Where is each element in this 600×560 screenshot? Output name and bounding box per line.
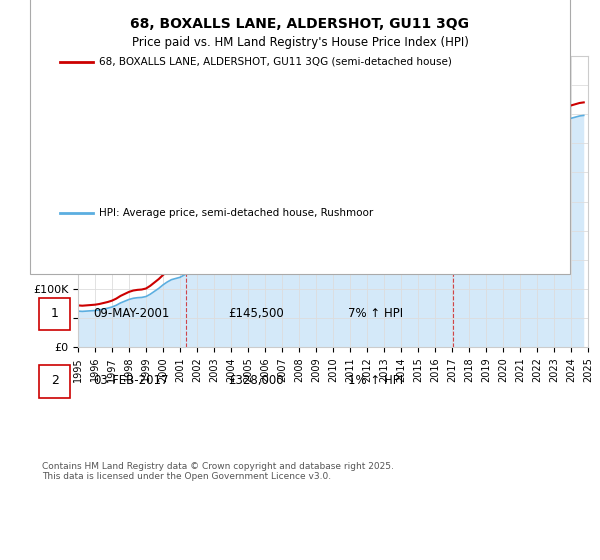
Text: 09-MAY-2001: 09-MAY-2001: [93, 307, 169, 320]
Text: 68, BOXALLS LANE, ALDERSHOT, GU11 3QG: 68, BOXALLS LANE, ALDERSHOT, GU11 3QG: [131, 17, 470, 31]
Text: HPI: Average price, semi-detached house, Rushmoor: HPI: Average price, semi-detached house,…: [99, 208, 373, 218]
Text: 7% ↑ HPI: 7% ↑ HPI: [348, 307, 403, 320]
Text: £328,000: £328,000: [228, 374, 284, 388]
Text: 1% ↑ HPI: 1% ↑ HPI: [348, 374, 403, 388]
Text: 1: 1: [50, 307, 59, 320]
Text: Contains HM Land Registry data © Crown copyright and database right 2025.
This d: Contains HM Land Registry data © Crown c…: [42, 462, 394, 482]
Text: 68, BOXALLS LANE, ALDERSHOT, GU11 3QG (semi-detached house): 68, BOXALLS LANE, ALDERSHOT, GU11 3QG (s…: [99, 57, 452, 67]
Text: 03-FEB-2017: 03-FEB-2017: [93, 374, 169, 388]
Text: £145,500: £145,500: [228, 307, 284, 320]
Text: 1: 1: [182, 64, 190, 77]
Text: 2: 2: [449, 64, 457, 77]
Text: 2: 2: [50, 374, 59, 388]
Text: Price paid vs. HM Land Registry's House Price Index (HPI): Price paid vs. HM Land Registry's House …: [131, 36, 469, 49]
